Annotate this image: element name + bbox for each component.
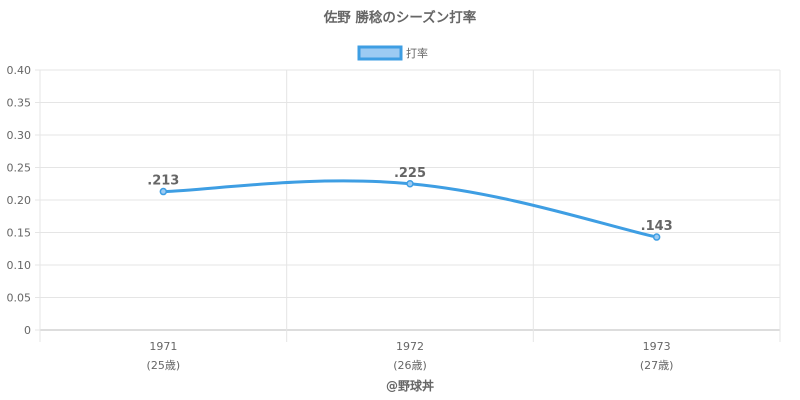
x-tick-label: 1972 xyxy=(396,340,424,353)
y-tick-label: 0 xyxy=(24,324,31,337)
legend-swatch xyxy=(357,45,403,61)
x-tick-label: 1973 xyxy=(643,340,671,353)
y-tick-label: 0.25 xyxy=(7,162,32,175)
data-labels: .213 .225 .143 xyxy=(147,166,672,234)
y-tick-label: 0.10 xyxy=(7,259,32,272)
series-line-path xyxy=(161,179,659,239)
x-axis: 1971 (25歳) 1972 (26歳) 1973 (27歳) xyxy=(147,340,674,372)
y-tick-label: 0.20 xyxy=(7,194,32,207)
chart-title: 佐野 勝稔のシーズン打率 xyxy=(323,9,477,26)
y-tick-label: 0.40 xyxy=(7,64,32,77)
x-tick-label: 1971 xyxy=(149,340,177,353)
x-tick-sublabel: (25歳) xyxy=(147,359,181,372)
x-tick-sublabel: (27歳) xyxy=(640,359,674,372)
series-line xyxy=(161,179,659,239)
data-point[interactable] xyxy=(652,233,661,241)
credit: @野球丼 xyxy=(386,378,434,393)
data-point[interactable] xyxy=(406,180,414,188)
data-points[interactable] xyxy=(159,180,661,241)
data-label: .225 xyxy=(394,166,426,181)
data-label: .213 xyxy=(147,174,179,189)
grid xyxy=(35,69,781,342)
y-tick-label: 0.05 xyxy=(7,292,32,305)
data-point[interactable] xyxy=(159,187,168,196)
x-tick-sublabel: (26歳) xyxy=(393,359,427,372)
y-tick-label: 0.30 xyxy=(7,129,32,142)
legend[interactable]: 打率 xyxy=(357,45,428,61)
y-tick-label: 0.35 xyxy=(7,97,32,110)
legend-label: 打率 xyxy=(406,46,428,60)
data-label: .143 xyxy=(641,219,673,234)
y-tick-label: 0.15 xyxy=(7,227,32,240)
y-axis: 0 0.05 0.10 0.15 0.20 0.25 0.30 0.35 0.40 xyxy=(7,64,32,337)
